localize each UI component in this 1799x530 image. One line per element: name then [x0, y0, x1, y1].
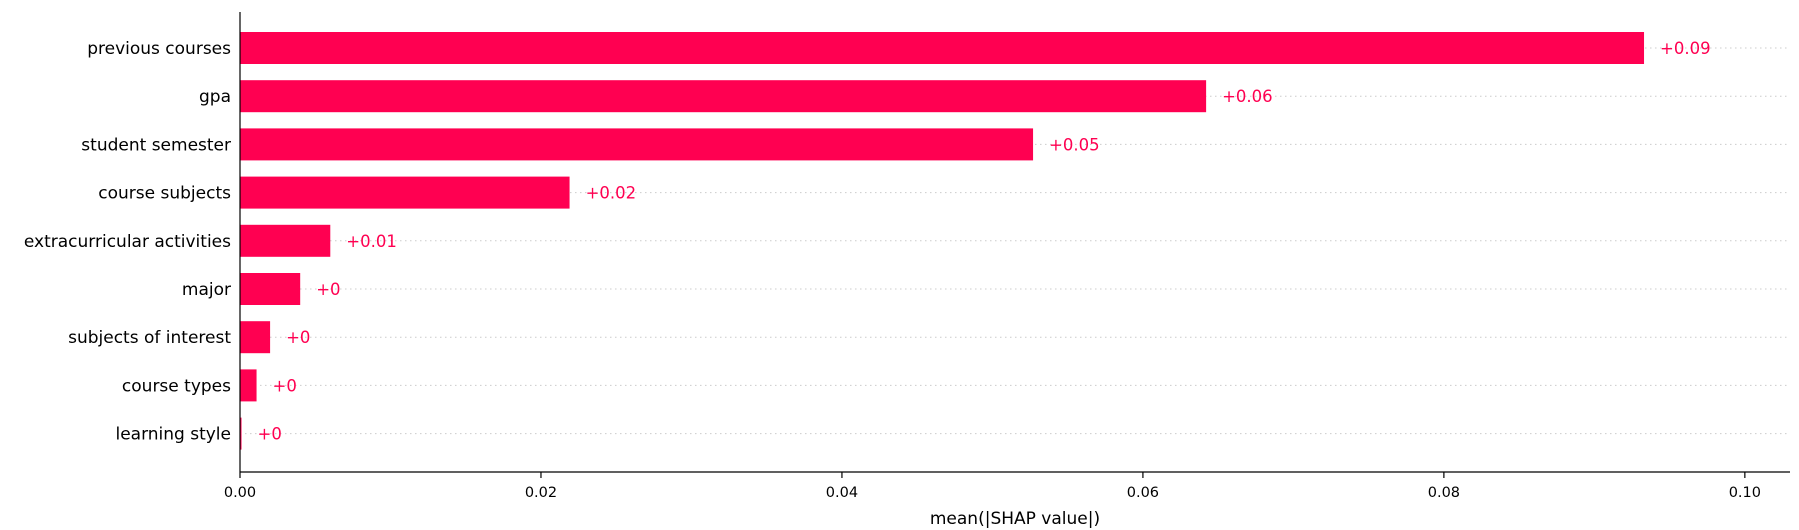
bar-student-semester	[240, 128, 1034, 161]
bar-course-subjects	[240, 176, 570, 209]
category-label: course types	[122, 376, 231, 396]
bar-gpa	[240, 80, 1207, 113]
bar-learning-style	[240, 417, 242, 450]
bar-extracurricular-activities	[240, 224, 331, 257]
data-labels: +0.09 +0.06 +0.05 +0.02 +0.01 +0 +0 +0 +0	[258, 39, 1711, 444]
data-label: +0.01	[346, 232, 397, 251]
bar-major	[240, 273, 301, 305]
data-label: +0	[316, 280, 340, 299]
category-label: previous courses	[87, 39, 231, 59]
x-axis-label: mean(|SHAP value|)	[930, 509, 1100, 529]
category-label: major	[182, 280, 231, 300]
x-tick-label: 0.00	[224, 485, 256, 501]
data-label: +0.02	[586, 184, 637, 203]
data-label: +0	[258, 425, 282, 444]
category-label: course subjects	[98, 184, 231, 204]
category-label: learning style	[115, 425, 231, 445]
x-tick-label: 0.08	[1428, 485, 1460, 501]
data-label: +0	[273, 376, 297, 395]
x-tick-label: 0.02	[525, 485, 557, 501]
category-label: subjects of interest	[68, 328, 231, 348]
x-tick-label: 0.06	[1127, 485, 1159, 501]
bar-previous-courses	[240, 32, 1645, 64]
bars	[240, 32, 1645, 450]
bar-subjects-of-interest	[240, 321, 271, 354]
x-tick-label: 0.04	[826, 485, 858, 501]
category-label: extracurricular activities	[24, 232, 231, 252]
category-label: gpa	[199, 87, 231, 107]
category-label: student semester	[81, 135, 231, 155]
category-labels: previous courses gpa student semester cours…	[24, 39, 231, 445]
bar-course-types	[240, 369, 257, 402]
x-tick-label: 0.10	[1729, 485, 1761, 501]
data-label: +0	[286, 328, 310, 347]
data-label: +0.09	[1660, 39, 1711, 58]
x-ticks: 0.00 0.02 0.04 0.06 0.08 0.10	[224, 472, 1761, 501]
data-label: +0.06	[1222, 87, 1273, 106]
data-label: +0.05	[1049, 135, 1100, 154]
